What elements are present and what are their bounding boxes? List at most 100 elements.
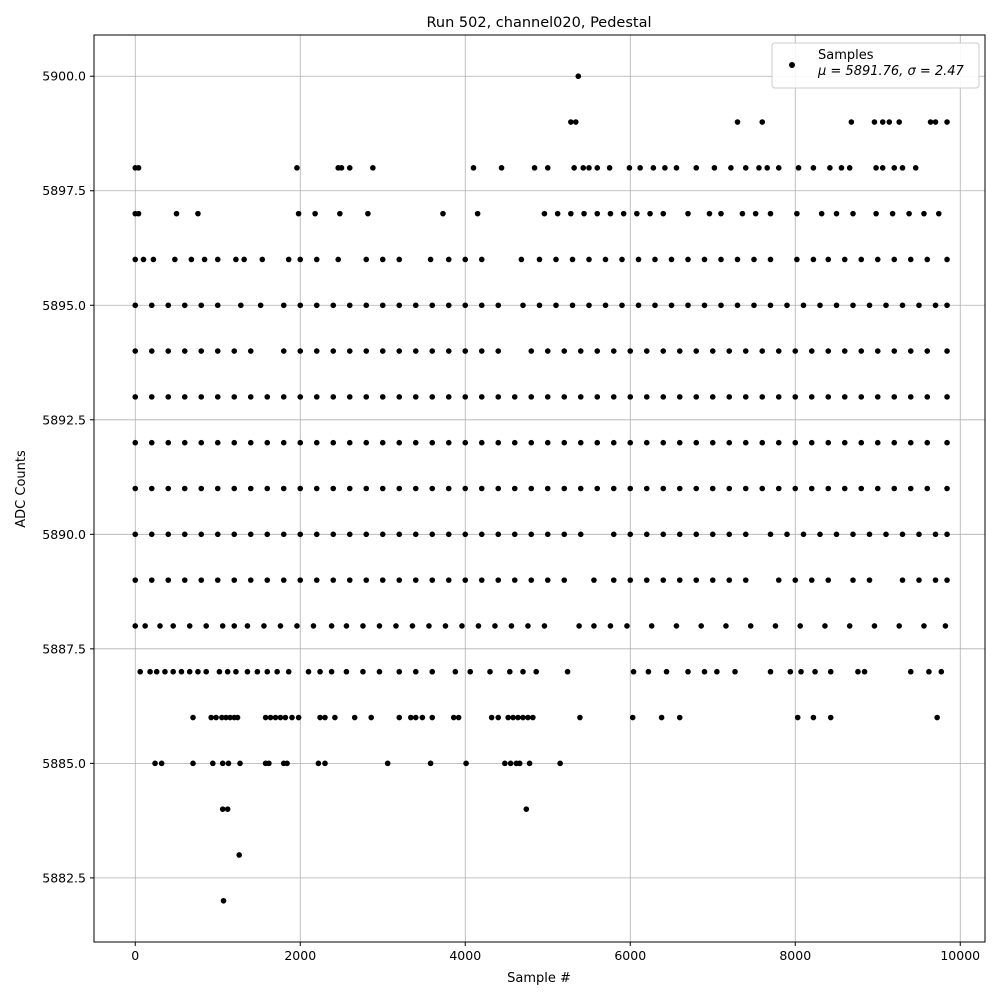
data-point: [833, 210, 840, 217]
data-point: [224, 668, 231, 675]
data-point: [734, 302, 741, 309]
data-point: [195, 668, 201, 675]
data-point: [233, 256, 239, 263]
data-point: [330, 531, 337, 538]
x-axis-label: Sample #: [507, 971, 571, 986]
data-point: [874, 256, 881, 263]
data-point: [343, 668, 350, 675]
data-point: [140, 256, 147, 263]
data-point: [274, 668, 280, 675]
data-point: [412, 668, 419, 675]
data-point: [478, 302, 485, 309]
data-point: [244, 623, 251, 629]
data-point: [478, 256, 485, 263]
data-point: [370, 165, 376, 171]
data-point: [462, 577, 469, 583]
data-point: [157, 623, 163, 629]
data-point: [198, 577, 205, 583]
data-point: [756, 165, 762, 171]
data-point: [363, 256, 370, 263]
data-point: [135, 165, 142, 171]
data-point: [561, 348, 568, 354]
data-point: [541, 623, 548, 629]
data-point: [580, 165, 587, 171]
data-point: [360, 668, 366, 675]
data-point: [907, 485, 914, 492]
data-point: [742, 485, 749, 492]
data-point: [148, 394, 155, 400]
data-point: [594, 165, 601, 171]
data-point: [247, 485, 254, 492]
data-point: [660, 394, 667, 400]
data-point: [742, 439, 749, 446]
data-point: [891, 439, 898, 446]
x-tick-label: 0: [131, 948, 139, 963]
data-point: [467, 668, 474, 675]
data-point: [825, 256, 832, 263]
data-point: [624, 623, 630, 629]
data-point: [726, 531, 733, 538]
data-point: [569, 256, 576, 263]
data-point: [516, 760, 523, 767]
data-point: [322, 714, 328, 721]
data-point: [530, 714, 536, 721]
data-point: [132, 485, 139, 492]
data-point: [726, 577, 733, 583]
data-point: [709, 577, 716, 583]
data-point: [891, 485, 898, 492]
data-point: [393, 623, 399, 629]
y-axis-label: ADC Counts: [14, 450, 29, 528]
data-point: [932, 302, 939, 309]
data-point: [916, 531, 922, 538]
data-point: [289, 714, 295, 721]
data-point: [577, 439, 584, 446]
data-point: [396, 302, 403, 309]
data-point: [379, 439, 386, 446]
data-point: [944, 256, 950, 263]
data-point: [916, 577, 922, 583]
data-point: [759, 348, 766, 354]
data-point: [858, 485, 865, 492]
data-point: [734, 119, 741, 125]
data-point: [277, 623, 284, 629]
data-point: [346, 394, 353, 400]
data-point: [511, 577, 518, 583]
data-point: [510, 714, 516, 721]
data-point: [544, 348, 551, 354]
data-point: [630, 668, 637, 675]
data-point: [445, 302, 452, 309]
data-point: [396, 394, 403, 400]
x-tick-label: 6000: [614, 948, 646, 963]
data-point: [610, 394, 617, 400]
data-point: [478, 348, 485, 354]
data-point: [379, 394, 386, 400]
data-point: [693, 439, 700, 446]
data-point: [610, 577, 617, 583]
data-point: [676, 714, 683, 721]
data-point: [379, 577, 386, 583]
data-point: [346, 302, 353, 309]
data-point: [561, 531, 568, 538]
data-point: [569, 302, 576, 309]
data-point: [363, 348, 370, 354]
x-tick-label: 2000: [284, 948, 316, 963]
data-point: [219, 623, 226, 629]
data-point: [429, 531, 436, 538]
data-point: [810, 714, 817, 721]
data-point: [317, 668, 323, 675]
data-point: [577, 348, 584, 354]
y-axis-ticks: 5882.5 5885.0 5887.5 5890.0 5892.5 5895.0 5897…: [42, 69, 94, 885]
data-point: [462, 256, 469, 263]
data-point: [379, 531, 386, 538]
data-point: [148, 439, 155, 446]
data-point: [412, 531, 419, 538]
data-point: [701, 668, 708, 675]
data-point: [520, 714, 526, 721]
data-point: [627, 439, 634, 446]
data-point: [685, 668, 691, 675]
data-point: [429, 485, 436, 492]
data-point: [764, 165, 770, 171]
data-point: [726, 348, 733, 354]
data-point: [643, 531, 650, 538]
data-point: [627, 394, 634, 400]
